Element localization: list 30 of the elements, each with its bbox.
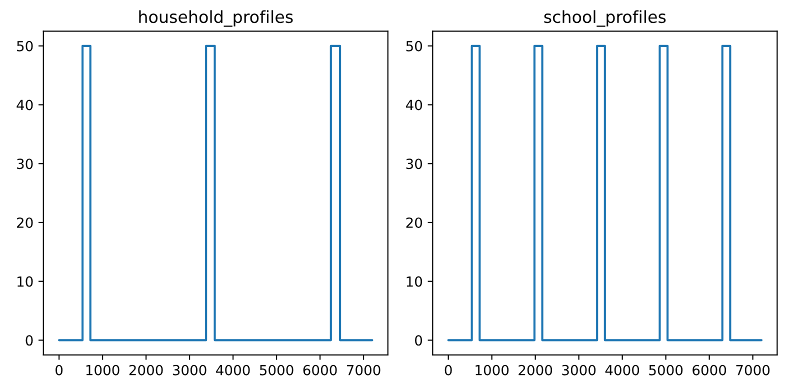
x-tick-label: 6000 — [303, 364, 337, 376]
x-tick-label: 7000 — [346, 364, 380, 376]
x-tick-label: 1000 — [86, 364, 120, 376]
y-tick-label: 50 — [406, 40, 422, 52]
x-tick-label: 3000 — [172, 364, 206, 376]
x-tick-label: 4000 — [216, 364, 250, 376]
x-tick-label: 5000 — [649, 364, 683, 376]
x-tick-label: 5000 — [260, 364, 294, 376]
y-tick-label: 20 — [406, 217, 422, 228]
chart-title: school_profiles — [544, 10, 666, 27]
x-tick-label: 2000 — [129, 364, 163, 376]
y-tick-label: 10 — [18, 276, 33, 287]
x-tick-label: 0 — [56, 364, 63, 376]
x-tick-label: 0 — [444, 364, 452, 376]
y-tick-label: 20 — [17, 217, 33, 228]
y-tick-label: 0 — [415, 335, 422, 346]
x-tick-label: 7000 — [736, 364, 770, 376]
y-tick-label: 0 — [26, 335, 33, 346]
x-tick-label: 4000 — [605, 364, 640, 376]
y-tick-label: 50 — [17, 40, 33, 52]
x-tick-label: 1000 — [476, 364, 509, 376]
chart-title: household_profiles — [139, 10, 293, 27]
y-tick-label: 30 — [406, 158, 422, 170]
x-tick-label: 6000 — [692, 364, 726, 376]
y-tick-label: 10 — [406, 276, 422, 287]
y-tick-label: 30 — [17, 158, 33, 170]
y-tick-label: 40 — [16, 100, 33, 110]
x-tick-label: 2000 — [518, 364, 552, 376]
x-tick-label: 3000 — [562, 364, 596, 376]
y-tick-label: 40 — [406, 100, 422, 110]
